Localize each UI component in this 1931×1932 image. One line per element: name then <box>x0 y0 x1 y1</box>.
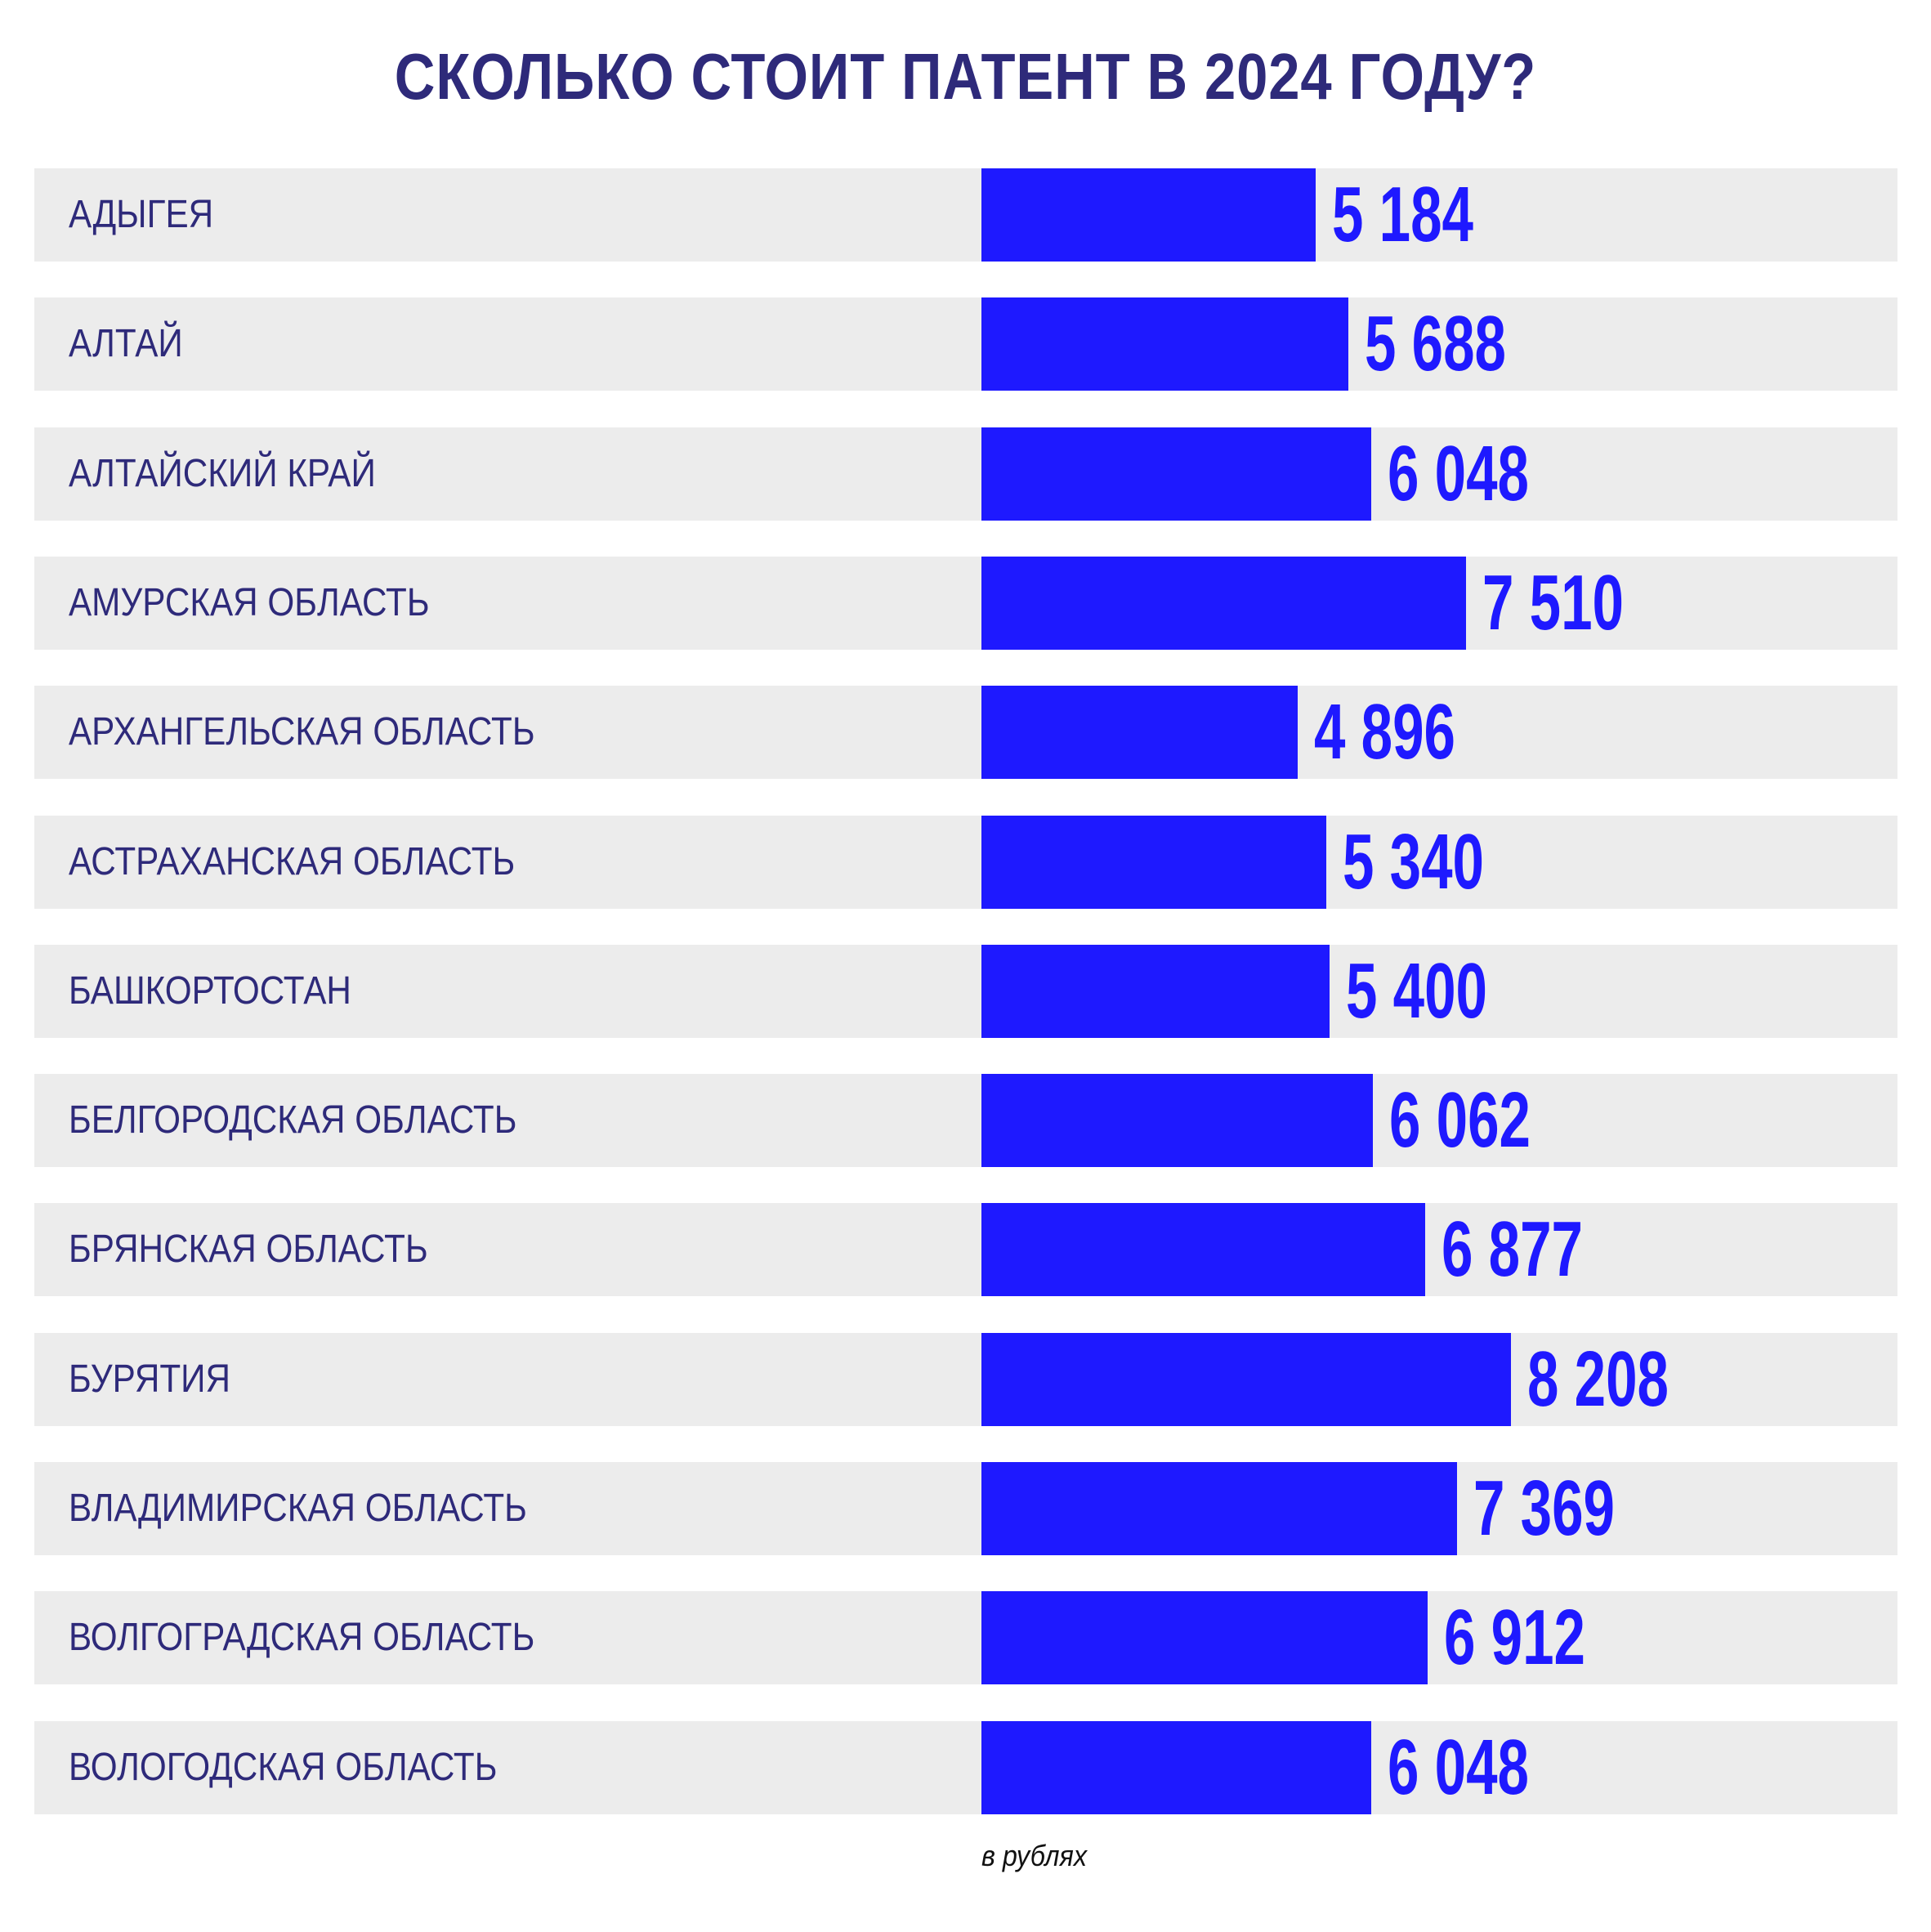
row-background <box>34 1203 1897 1296</box>
row-background <box>34 945 1897 1038</box>
row-background <box>34 168 1897 262</box>
bar <box>981 945 1330 1038</box>
row-background <box>34 1462 1897 1555</box>
chart-title: СКОЛЬКО СТОИТ ПАТЕНТ В 2024 ГОДУ? <box>394 40 1537 113</box>
row-background <box>34 1591 1897 1684</box>
value-label: 6 048 <box>1388 430 1529 517</box>
row-background <box>34 816 1897 909</box>
row-background <box>34 1074 1897 1167</box>
value-label: 5 688 <box>1365 300 1506 387</box>
row-background <box>34 1333 1897 1426</box>
row-background <box>34 297 1897 391</box>
category-label: АДЫГЕЯ <box>69 193 214 236</box>
category-label: ВОЛОГОДСКАЯ ОБЛАСТЬ <box>69 1746 498 1789</box>
value-label: 6 877 <box>1442 1205 1583 1293</box>
value-label: 4 896 <box>1314 688 1455 776</box>
category-label: БРЯНСКАЯ ОБЛАСТЬ <box>69 1228 428 1271</box>
bar <box>981 168 1316 262</box>
bar <box>981 557 1466 650</box>
row-background <box>34 1721 1897 1814</box>
bar <box>981 816 1326 909</box>
bar <box>981 686 1298 779</box>
row-background <box>34 686 1897 779</box>
unit-note: в рублях <box>981 1839 1088 1872</box>
category-label: АРХАНГЕЛЬСКАЯ ОБЛАСТЬ <box>69 710 535 754</box>
bar <box>981 1333 1511 1426</box>
value-label: 6 048 <box>1388 1724 1529 1811</box>
value-label: 8 208 <box>1527 1335 1669 1423</box>
bar <box>981 1591 1428 1684</box>
bar <box>981 1074 1373 1167</box>
value-label: 7 510 <box>1482 559 1624 646</box>
value-label: 6 912 <box>1444 1594 1585 1681</box>
value-label: 5 400 <box>1346 947 1487 1035</box>
category-label: БУРЯТИЯ <box>69 1357 230 1401</box>
category-label: АЛТАЙСКИЙ КРАЙ <box>69 452 376 495</box>
category-label: ВЛАДИМИРСКАЯ ОБЛАСТЬ <box>69 1487 527 1530</box>
category-label: ВОЛГОГРАДСКАЯ ОБЛАСТЬ <box>69 1616 535 1659</box>
category-label: БЕЛГОРОДСКАЯ ОБЛАСТЬ <box>69 1098 517 1142</box>
row-background <box>34 557 1897 650</box>
bar <box>981 297 1348 391</box>
value-label: 6 062 <box>1389 1076 1531 1164</box>
value-label: 5 340 <box>1343 818 1484 906</box>
bar <box>981 427 1371 521</box>
category-label: БАШКОРТОСТАН <box>69 969 351 1013</box>
bar <box>981 1462 1457 1555</box>
row-background <box>34 427 1897 521</box>
value-label: 7 369 <box>1473 1465 1615 1552</box>
category-label: АЛТАЙ <box>69 322 183 365</box>
value-label: 5 184 <box>1332 171 1473 258</box>
category-label: АСТРАХАНСКАЯ ОБЛАСТЬ <box>69 840 516 883</box>
category-label: АМУРСКАЯ ОБЛАСТЬ <box>69 581 430 624</box>
bar <box>981 1721 1371 1814</box>
bar <box>981 1203 1425 1296</box>
